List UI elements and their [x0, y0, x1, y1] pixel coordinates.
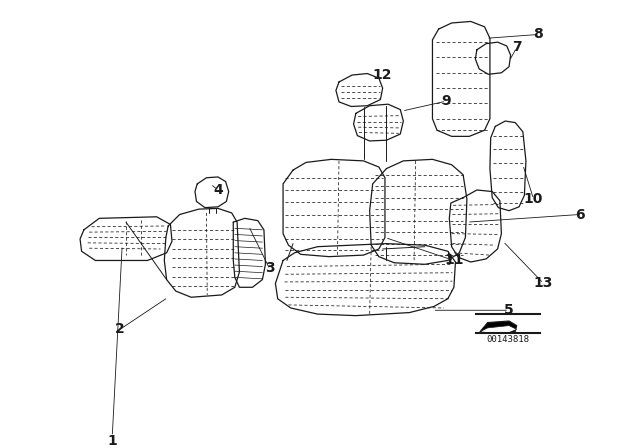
Text: 5: 5	[504, 303, 514, 317]
Text: 4: 4	[213, 183, 223, 197]
Text: 8: 8	[533, 27, 543, 42]
Polygon shape	[480, 321, 516, 332]
Text: 6: 6	[575, 207, 584, 221]
Text: 7: 7	[512, 40, 522, 55]
Polygon shape	[480, 326, 516, 332]
Text: 9: 9	[442, 94, 451, 108]
Text: 2: 2	[115, 323, 125, 336]
Text: 00143818: 00143818	[486, 335, 529, 344]
Text: 3: 3	[265, 261, 275, 275]
Text: 13: 13	[534, 276, 553, 290]
Text: 11: 11	[444, 254, 463, 267]
Text: 10: 10	[524, 192, 543, 206]
Text: 1: 1	[108, 434, 117, 448]
Text: 12: 12	[373, 68, 392, 82]
